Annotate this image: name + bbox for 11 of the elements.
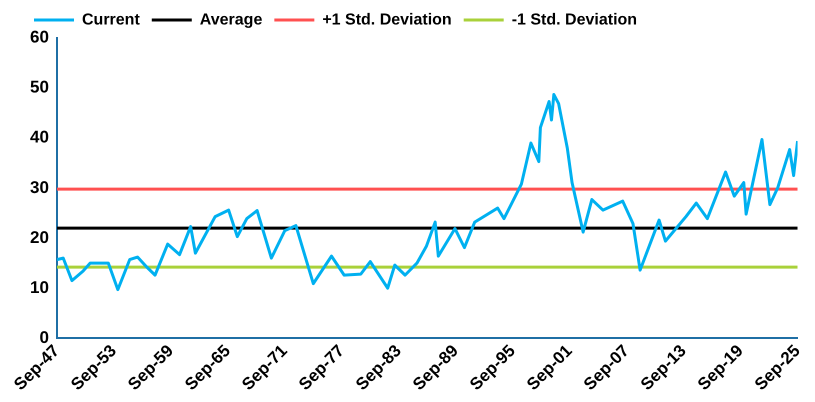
y-tick-label: 40 [30, 128, 49, 147]
y-tick-label: 30 [30, 178, 49, 197]
legend-label: Current [82, 11, 140, 28]
y-tick-label: 10 [30, 278, 49, 297]
legend-label: +1 Std. Deviation [322, 11, 452, 28]
y-tick-label: 0 [39, 328, 49, 347]
legend-label: Average [200, 11, 262, 28]
legend-label: -1 Std. Deviation [512, 11, 638, 28]
y-tick-label: 20 [30, 228, 49, 247]
y-tick-label: 60 [30, 28, 49, 47]
y-tick-label: 50 [30, 78, 49, 97]
